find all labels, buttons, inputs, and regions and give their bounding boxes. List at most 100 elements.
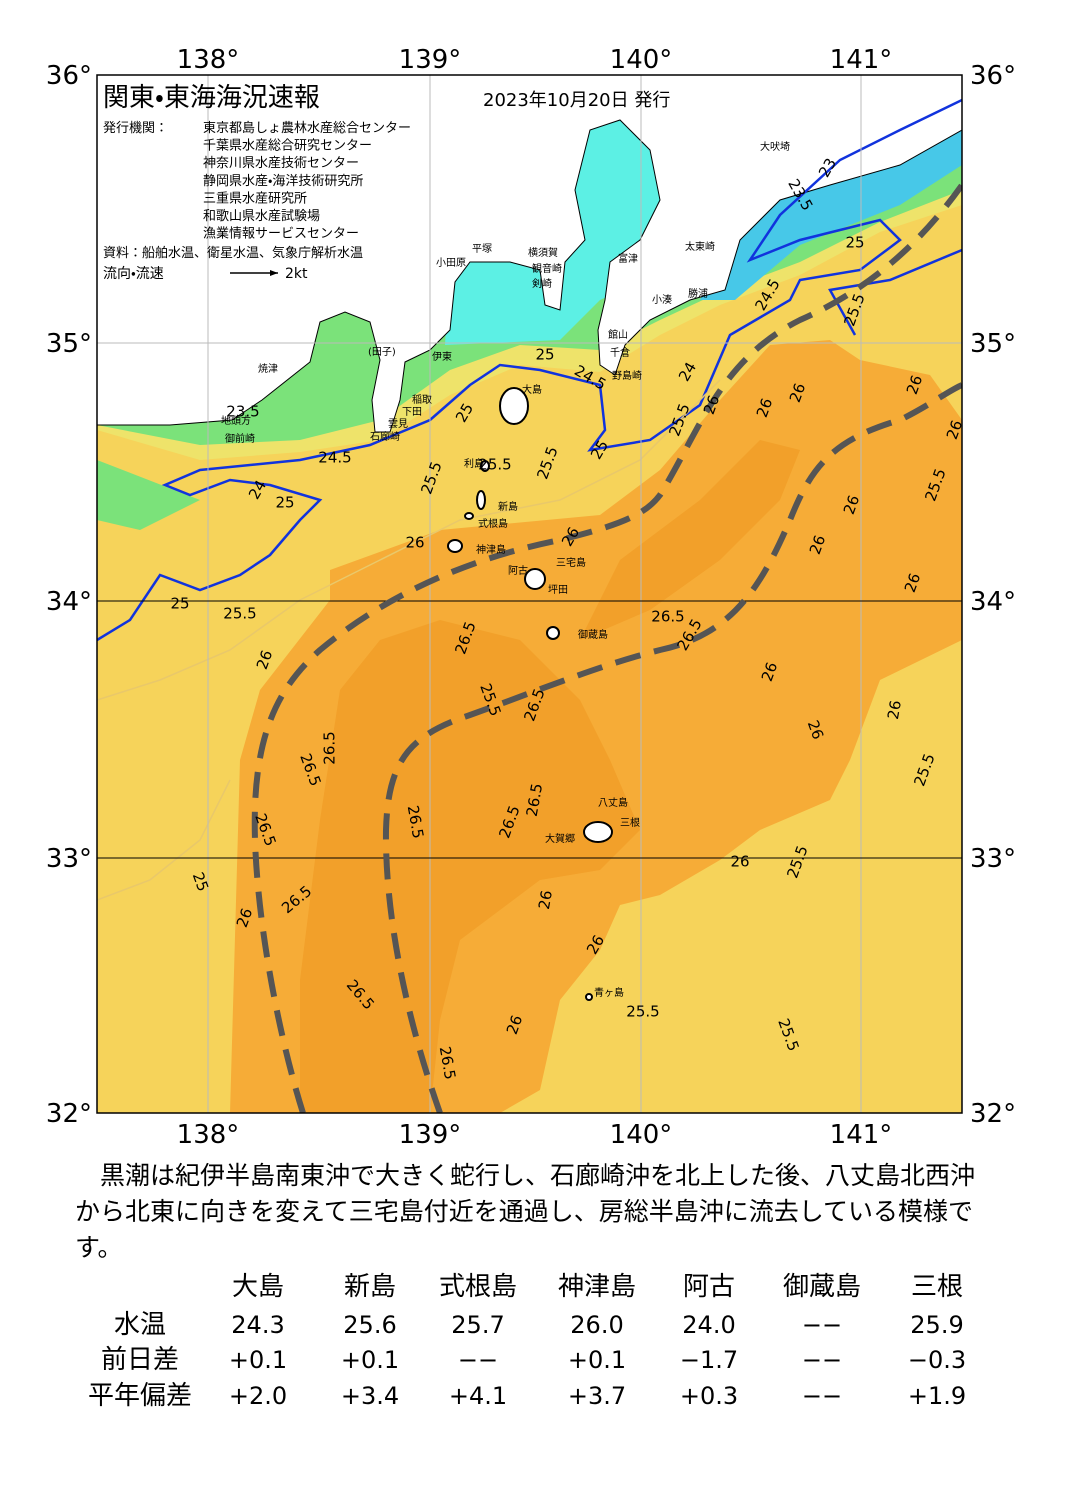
lat-label-right: 33°: [970, 844, 1016, 874]
contour-label: 26: [901, 571, 924, 595]
place-name: 坪田: [548, 583, 568, 596]
contour-label: 26: [700, 393, 723, 417]
summary: 黒潮は紀伊半島南東沖で大きく蛇行し、石廊崎沖を北上した後、八丈島北西沖から北東に…: [75, 1161, 976, 1262]
lon-label-bottom: 141°: [830, 1120, 893, 1150]
place-name: 剣崎: [532, 277, 552, 290]
place-name: 青ヶ島: [594, 986, 624, 999]
place-name: 大島: [522, 383, 542, 396]
place-name: 阿古: [508, 564, 528, 577]
place-name: 焼津: [258, 363, 278, 375]
contour-label: 26: [804, 718, 827, 742]
table-row-label: 前日差: [101, 1345, 179, 1375]
place-name: 野島崎: [612, 369, 642, 382]
source-note: 資料：船舶水温、衛星水温、気象庁解析水温: [103, 245, 363, 261]
contour-label: 26: [535, 889, 556, 911]
lat-label-left: 35°: [46, 329, 92, 359]
place-name: 神津島: [476, 543, 506, 556]
table-row-label: 平年偏差: [88, 1381, 192, 1411]
contour-label: 25: [189, 870, 212, 894]
place-name: 小湊: [652, 293, 672, 306]
table-cell: +0.1: [568, 1346, 626, 1374]
contour-label: 26.5: [523, 782, 547, 818]
contour-label: 26: [806, 533, 829, 557]
place-name: 下田: [402, 407, 422, 418]
issue-date: 2023年10月20日 発行: [483, 90, 670, 111]
issuer: 神奈川県水産技術センター: [203, 155, 359, 171]
table-cell: +4.1: [449, 1382, 507, 1410]
table-cell: −−: [802, 1311, 842, 1339]
contour-label: 26: [943, 418, 966, 442]
table-cell: −1.7: [680, 1346, 738, 1374]
table-cell: +3.4: [341, 1382, 399, 1410]
table-cell: 25.6: [343, 1311, 396, 1339]
table-column-header: 三根: [911, 1272, 963, 1302]
issuer-label: 発行機関：: [103, 121, 168, 136]
map-title: 関東・東海海況速報: [103, 83, 320, 113]
contour-label: 25: [170, 595, 189, 613]
place-name: 太東崎: [685, 240, 715, 253]
contour-label: 26: [503, 1013, 526, 1037]
table-cell: 25.9: [910, 1311, 963, 1339]
contour-label: 26: [253, 648, 276, 672]
place-name: 御蔵島: [578, 628, 608, 641]
map-frame: [96, 74, 963, 1114]
place-name: 観音崎: [532, 262, 562, 275]
contour-label: 25: [275, 494, 294, 512]
place-name: 大吠埼: [760, 140, 790, 153]
lon-label-top: 139°: [399, 45, 462, 75]
issuer: 千葉県水産総合研究センター: [203, 138, 372, 154]
table-column-header: 御蔵島: [783, 1272, 861, 1302]
place-name: 地頭方: [221, 414, 251, 427]
lon-label-top: 138°: [177, 45, 240, 75]
place-name: 横須賀: [528, 246, 558, 259]
contour-label: 26: [758, 660, 781, 684]
contour-label: 26: [730, 853, 749, 871]
issuer-list: 東京都島しょ農林水産総合センター千葉県水産総合研究センター神奈川県水産技術センタ…: [203, 120, 411, 242]
graticule: [207, 75, 862, 1113]
place-name: 小田原: [436, 257, 466, 269]
lon-label-top: 140°: [610, 45, 673, 75]
lat-label-left: 32°: [46, 1099, 92, 1129]
table-cell: 24.0: [682, 1311, 735, 1339]
lon-label-bottom: 140°: [610, 1120, 673, 1150]
table-cell: +0.3: [680, 1382, 738, 1410]
lat-label-right: 36°: [970, 61, 1016, 91]
islands: [447, 387, 613, 1001]
contour-label: 25.5: [223, 605, 256, 623]
table-cell: −0.3: [908, 1346, 966, 1374]
contour-label: 26: [786, 381, 809, 405]
place-name: 富津: [618, 252, 638, 265]
graticule-lat: [97, 342, 962, 859]
contour-label: 26: [840, 493, 863, 517]
contour-label: 26.5: [321, 731, 339, 764]
table-cell: +1.9: [908, 1382, 966, 1410]
contour-label: 25: [535, 346, 554, 364]
place-name: 千倉: [610, 347, 630, 359]
place-name: 伊東: [432, 350, 452, 363]
lat-label-right: 32°: [970, 1099, 1016, 1129]
lat-label-left: 36°: [46, 61, 92, 91]
contour-label: 26: [753, 396, 776, 420]
place-name: 石廊崎: [370, 430, 400, 443]
table-cell: −−: [802, 1382, 842, 1410]
place-name: 三宅島: [556, 556, 586, 569]
issuer: 和歌山県水産試験場: [203, 209, 320, 224]
contour-label: 26: [884, 699, 905, 721]
table-cell: 26.0: [570, 1311, 623, 1339]
map-body: [97, 75, 962, 1113]
contour-label: 24.5: [318, 449, 351, 467]
place-name: 大賀郷: [545, 832, 575, 845]
table-cell: 25.7: [451, 1311, 504, 1339]
legend-label: 流向・流速: [103, 266, 164, 282]
legend-unit: 2kt: [285, 266, 308, 282]
lon-label-bottom: 139°: [399, 1120, 462, 1150]
issuer: 漁業情報サービスセンター: [203, 226, 359, 242]
contour-label: 26: [233, 906, 256, 930]
place-name: 八丈島: [598, 796, 628, 809]
lon-label-top: 141°: [830, 45, 893, 75]
place-name: (田子): [368, 346, 396, 358]
table-cell: +0.1: [341, 1346, 399, 1374]
region-26-5: [300, 620, 640, 1113]
